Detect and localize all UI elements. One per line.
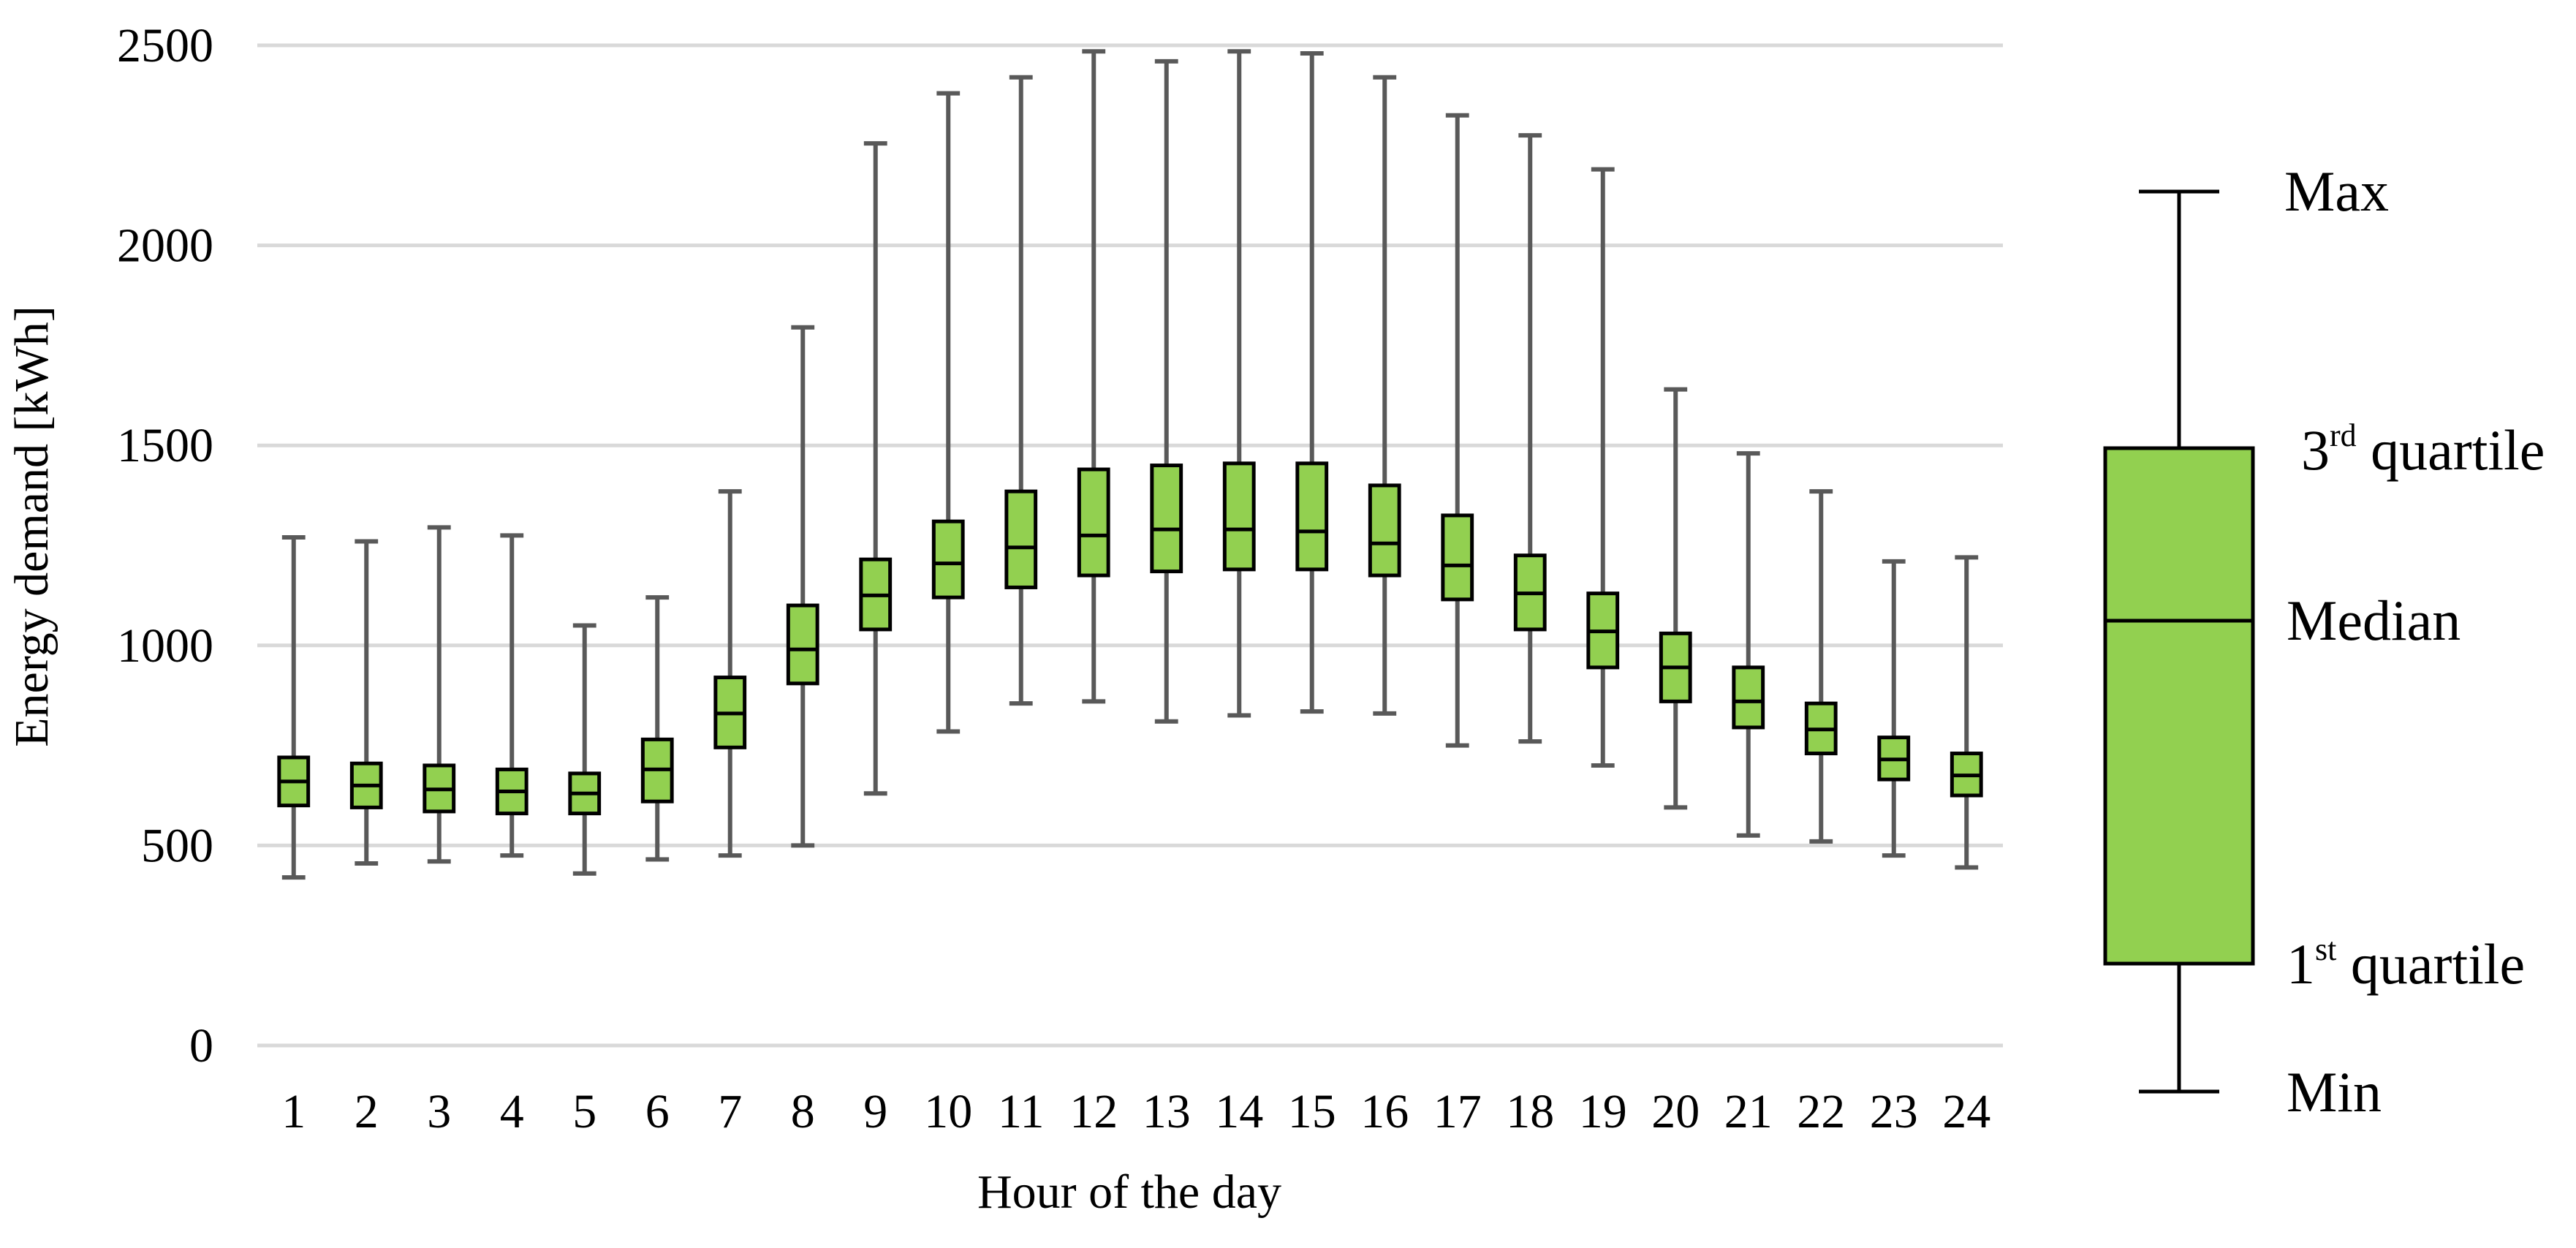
iqr-box [1441, 513, 1474, 602]
iqr-box [1368, 483, 1401, 578]
box-hour-19 [1586, 167, 1620, 768]
iqr-box [1732, 665, 1765, 730]
x-tick-label: 16 [1360, 1085, 1409, 1138]
x-tick-label: 24 [1942, 1085, 1990, 1138]
x-tick-label: 22 [1797, 1085, 1845, 1138]
box-hour-22 [1804, 489, 1838, 844]
y-tick-label: 2000 [117, 219, 213, 273]
x-tick-label: 8 [791, 1085, 815, 1138]
box-hour-9 [859, 141, 893, 796]
y-tick-label: 1500 [117, 419, 213, 472]
box-hour-16 [1368, 75, 1401, 716]
x-tick-label: 4 [500, 1085, 524, 1138]
legend-q3-label: 3rd quartile [2301, 417, 2545, 482]
y-tick-label: 500 [141, 819, 213, 872]
x-tick-label: 19 [1579, 1085, 1627, 1138]
x-tick-label: 1 [281, 1085, 306, 1138]
iqr-box [931, 519, 965, 600]
x-tick-label: 13 [1143, 1085, 1191, 1138]
legend-q1-text: quartile [2336, 932, 2525, 996]
x-tick-label: 7 [718, 1085, 742, 1138]
x-tick-label: 17 [1433, 1085, 1482, 1138]
box-hour-10 [931, 91, 965, 734]
x-tick-label: 14 [1215, 1085, 1263, 1138]
x-tick-label: 9 [863, 1085, 887, 1138]
x-tick-label: 2 [355, 1085, 379, 1138]
legend-q1-superscript: st [2315, 931, 2336, 967]
legend-q3-text: quartile [2357, 418, 2545, 482]
legend-q1-number: 1 [2287, 932, 2315, 996]
box-hour-2 [349, 539, 383, 866]
x-tick-label: 6 [645, 1085, 670, 1138]
y-tick-label: 2500 [117, 19, 213, 72]
x-tick-label: 21 [1724, 1085, 1773, 1138]
box-series [277, 49, 1983, 880]
box-hour-14 [1222, 49, 1256, 718]
box-hour-24 [1950, 555, 1983, 870]
legend-box [2103, 446, 2255, 966]
x-tick-label: 3 [427, 1085, 451, 1138]
legend: Max 3rd quartile Median 1st quartile Min [2103, 159, 2545, 1124]
box-hour-5 [568, 623, 602, 876]
box-hour-7 [713, 489, 747, 858]
box-hour-4 [495, 533, 529, 858]
iqr-box [1004, 489, 1038, 589]
x-tick-label: 23 [1870, 1085, 1918, 1138]
y-tick-label: 0 [189, 1019, 213, 1073]
iqr-box [1295, 461, 1329, 572]
legend-min-label: Min [2287, 1060, 2382, 1124]
iqr-box [786, 603, 819, 686]
x-axis-tick-labels: 1 2 3 4 5 6 7 8 9 10 11 12 13 14 15 16 17 18 19 20 21 22 23 24 [281, 1085, 1990, 1138]
box-hour-23 [1877, 559, 1911, 858]
x-tick-label: 10 [924, 1085, 972, 1138]
x-tick-label: 18 [1506, 1085, 1554, 1138]
legend-q3-number: 3 [2301, 418, 2330, 482]
iqr-box [1077, 467, 1110, 578]
box-hour-17 [1441, 113, 1474, 748]
box-hour-1 [277, 535, 311, 880]
x-tick-label: 11 [998, 1085, 1045, 1138]
box-hour-18 [1513, 133, 1547, 744]
box-hour-3 [423, 525, 456, 864]
x-tick-label: 20 [1651, 1085, 1700, 1138]
box-hour-11 [1004, 75, 1038, 706]
box-hour-6 [640, 595, 674, 862]
box-hour-15 [1295, 50, 1329, 714]
iqr-box [1150, 464, 1183, 574]
iqr-box [1222, 461, 1256, 572]
y-axis-tick-labels: 0 500 1000 1500 2000 2500 [117, 19, 213, 1073]
legend-q1-label: 1st quartile [2287, 931, 2525, 996]
x-tick-label: 5 [572, 1085, 596, 1138]
box-hour-20 [1659, 387, 1692, 810]
box-hour-8 [786, 325, 819, 848]
gridlines [257, 43, 2003, 1048]
x-axis-label: Hour of the day [977, 1165, 1281, 1219]
y-axis-label: Energy demand [kWh] [5, 306, 58, 747]
x-tick-label: 15 [1288, 1085, 1336, 1138]
legend-max-label: Max [2284, 159, 2389, 223]
box-hour-21 [1732, 451, 1765, 838]
box-hour-13 [1150, 58, 1183, 724]
x-tick-label: 12 [1069, 1085, 1118, 1138]
y-tick-label: 1000 [117, 619, 213, 673]
legend-q3-superscript: rd [2330, 417, 2357, 453]
legend-median-label: Median [2287, 589, 2461, 652]
box-hour-12 [1077, 49, 1110, 704]
